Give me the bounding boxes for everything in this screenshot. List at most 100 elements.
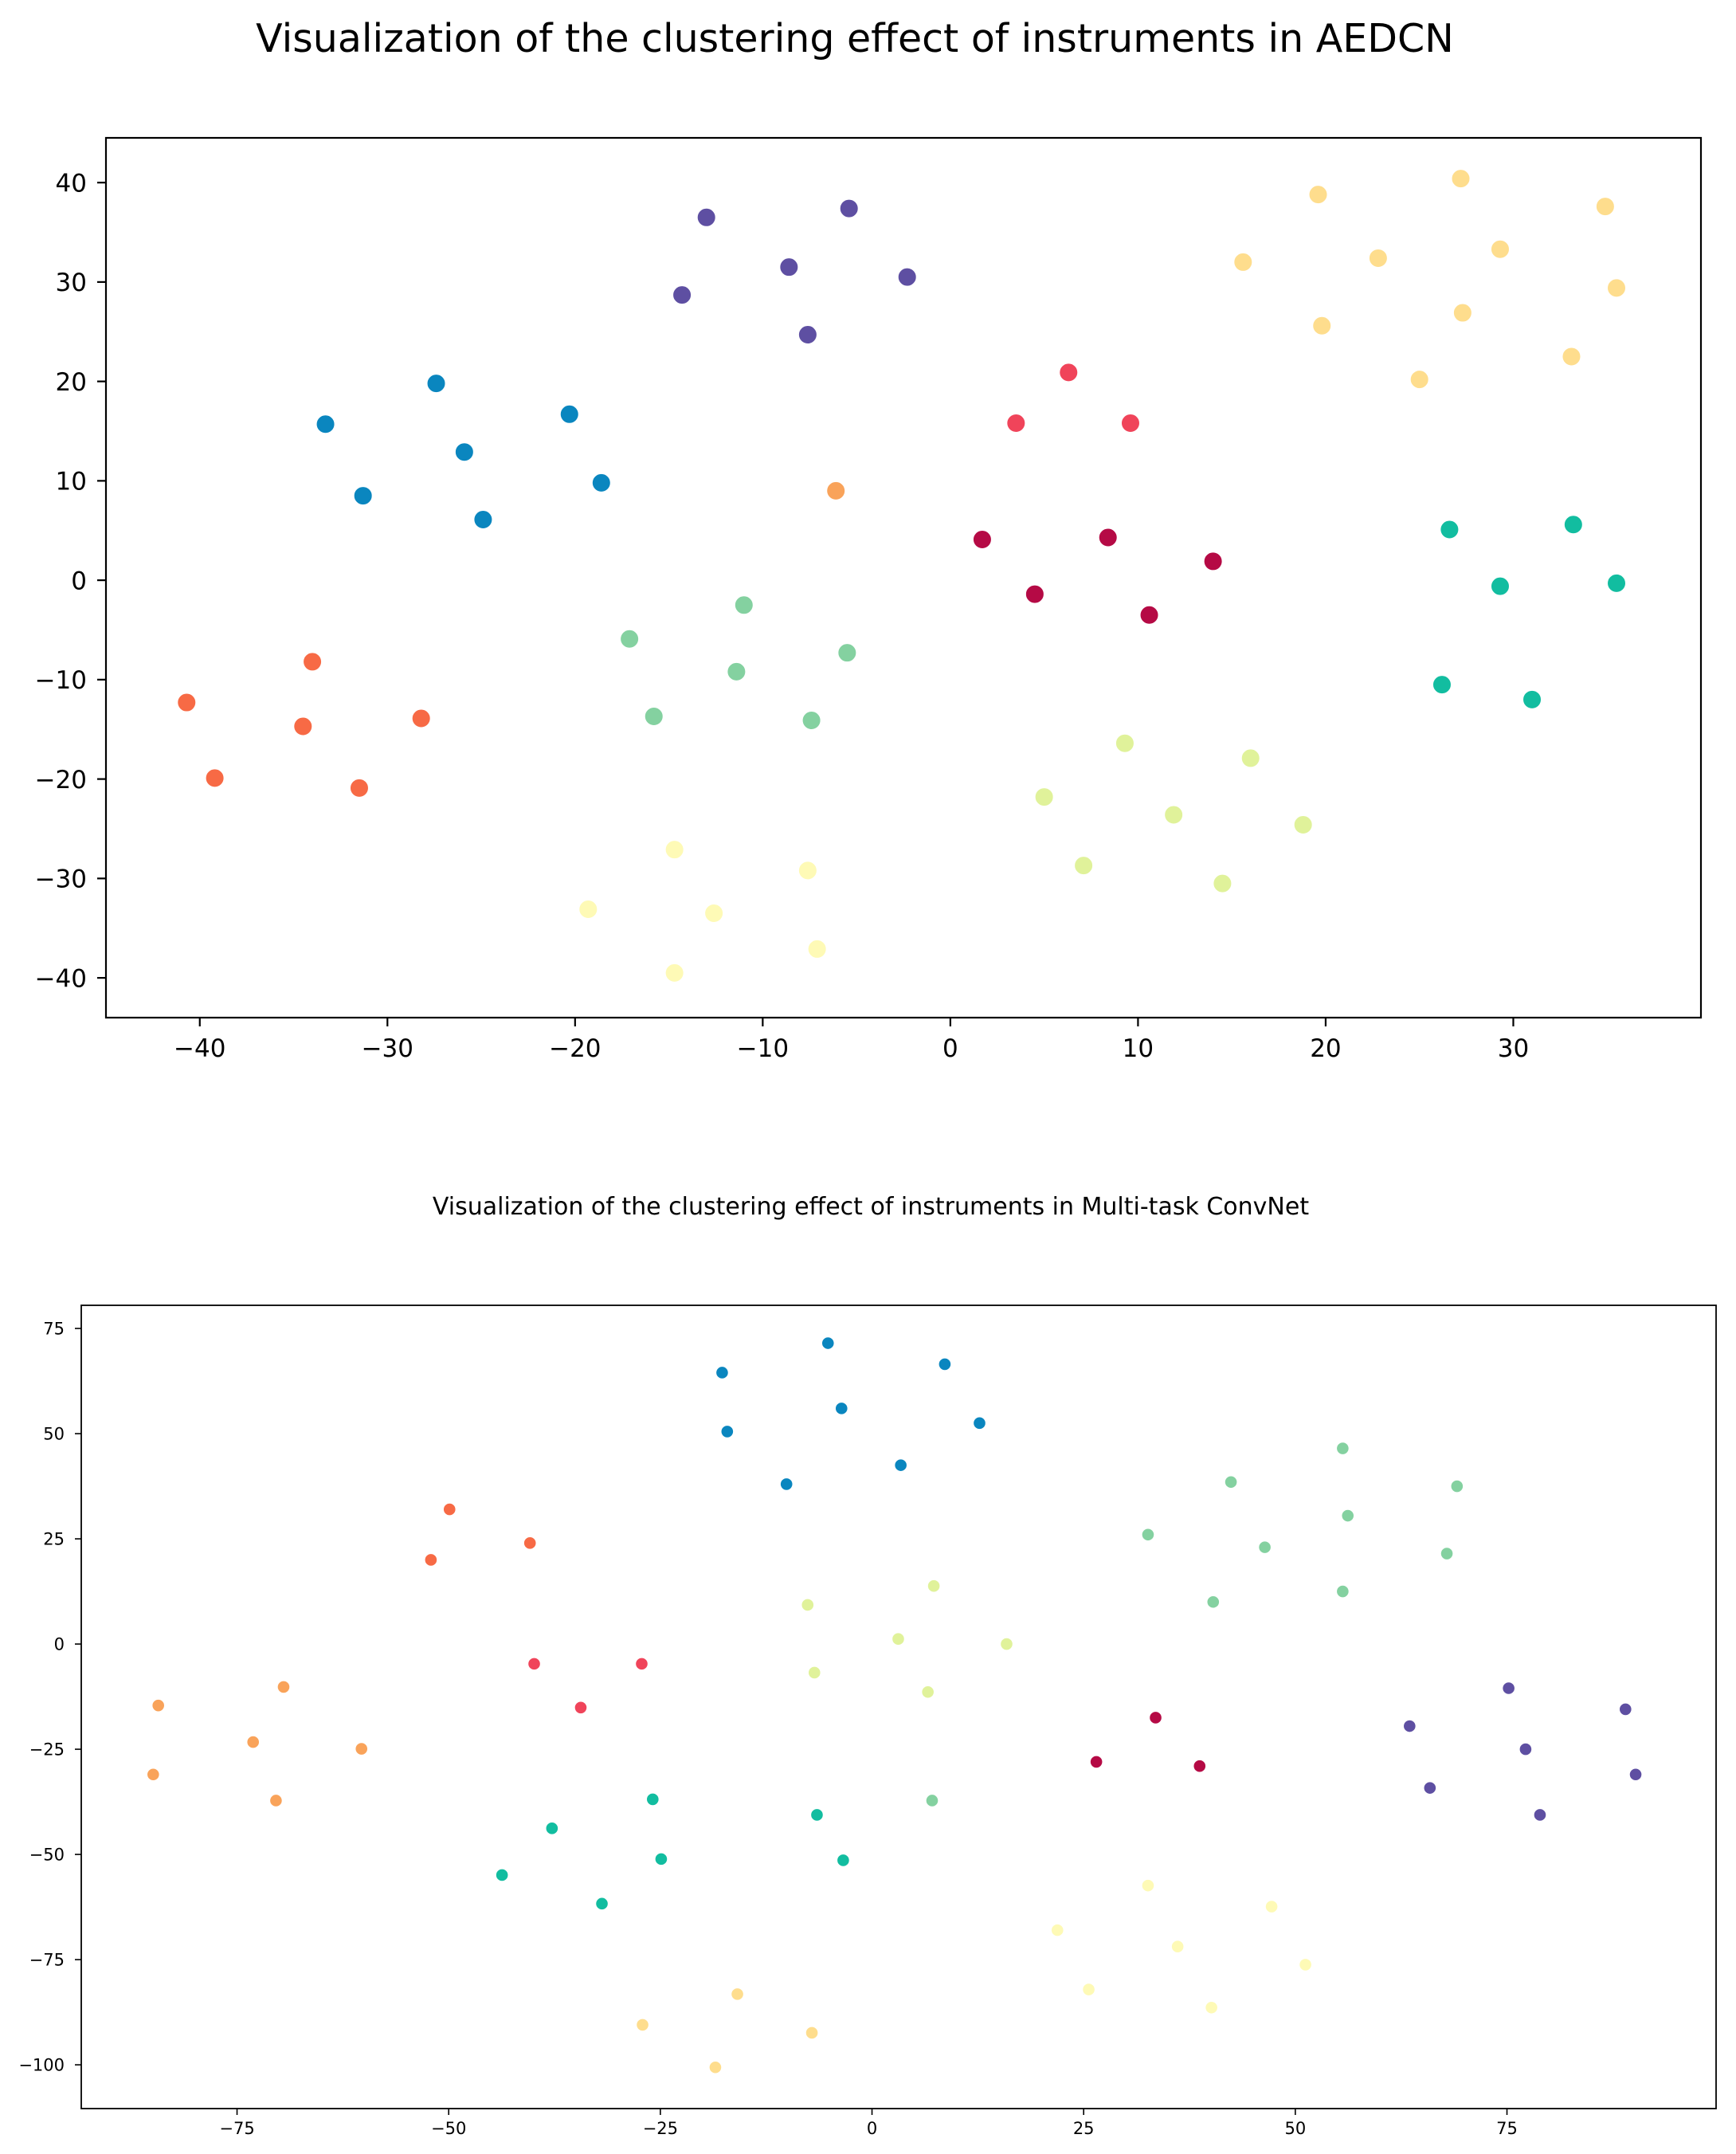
series-cluster-7	[925, 1442, 1464, 1807]
y-tick-label: −100	[18, 2056, 65, 2075]
data-point	[797, 860, 818, 881]
series-cluster-8	[495, 1792, 850, 1911]
data-point	[921, 1685, 935, 1699]
data-point	[797, 324, 818, 345]
data-point	[495, 1868, 509, 1882]
data-point	[664, 839, 685, 861]
data-point	[938, 1357, 952, 1371]
data-point	[1431, 674, 1452, 696]
data-point	[1082, 1983, 1095, 1996]
data-point	[1533, 1808, 1547, 1822]
y-tick-label: −50	[29, 1846, 65, 1865]
data-point	[1409, 369, 1430, 390]
data-point	[1292, 814, 1314, 835]
x-tick-label: −75	[219, 2119, 254, 2138]
series-cluster-3	[147, 1680, 369, 1807]
data-point	[1163, 804, 1185, 826]
series-cluster-1	[715, 1336, 986, 1491]
y-tick-label: −10	[35, 666, 87, 695]
series-cluster-4	[424, 1502, 537, 1567]
data-point	[1205, 2000, 1218, 2015]
series-cluster-9	[1431, 514, 1628, 710]
y-tick-label: 30	[56, 269, 87, 297]
data-point	[424, 1553, 438, 1567]
data-point	[1089, 1755, 1103, 1769]
data-point	[1606, 277, 1628, 299]
data-point	[834, 1402, 848, 1415]
data-point	[151, 1698, 166, 1713]
series-cluster-9	[801, 1579, 1013, 1699]
data-point	[1502, 1681, 1515, 1695]
data-point	[810, 1808, 824, 1822]
axes-frame	[104, 136, 1703, 1019]
data-point	[1258, 1540, 1272, 1554]
y-tick-label: 0	[54, 1635, 65, 1654]
y-tick-label: −25	[29, 1740, 65, 1760]
data-point	[1138, 604, 1160, 626]
data-point	[1336, 1442, 1350, 1455]
data-point	[1114, 732, 1135, 754]
data-point	[837, 642, 858, 664]
data-point	[807, 1666, 821, 1680]
data-point	[545, 1822, 559, 1835]
data-point	[1240, 747, 1261, 769]
x-tick-label: 25	[1073, 2119, 1095, 2138]
data-point	[1119, 413, 1141, 434]
data-point	[733, 594, 754, 616]
data-point	[176, 692, 198, 713]
data-point	[720, 1425, 735, 1438]
y-tick-label: 10	[56, 468, 87, 496]
x-tick-label: 30	[1498, 1034, 1529, 1063]
data-point	[801, 710, 822, 732]
data-point	[1519, 1742, 1533, 1756]
data-point	[1097, 527, 1119, 548]
data-point	[1594, 196, 1616, 218]
data-point	[1299, 1958, 1312, 1972]
data-point	[801, 1598, 815, 1612]
series-cluster-10	[1033, 732, 1314, 894]
x-tick-label: −30	[362, 1034, 413, 1063]
data-point	[778, 257, 800, 278]
x-tick-label: 0	[867, 2119, 877, 2138]
data-point	[892, 1632, 905, 1646]
data-point	[1606, 572, 1628, 594]
multitask-convnet-plot-area: −75 −50 −25 0 25 50 75 −100 −75 −50 −25 0 25 50 75	[18, 1305, 1717, 2138]
x-tick-label: −25	[643, 2119, 678, 2138]
data-point	[1141, 1878, 1155, 1893]
data-point	[1193, 1759, 1207, 1773]
multitask-convnet-chart-title: Visualization of the clustering effect o…	[433, 1193, 1309, 1221]
data-point	[726, 661, 747, 682]
x-tick-label: 75	[1496, 2119, 1518, 2138]
data-point	[292, 716, 314, 737]
data-point	[1450, 168, 1471, 190]
data-point	[1005, 413, 1027, 434]
data-point	[355, 1742, 369, 1756]
x-tick-label: 0	[942, 1034, 958, 1063]
data-point	[1341, 1509, 1355, 1523]
series-cluster-2	[672, 198, 918, 345]
series-cluster-3	[1232, 168, 1628, 390]
data-point	[1489, 575, 1511, 597]
data-point	[1212, 873, 1233, 894]
y-tick-label: 25	[43, 1530, 65, 1549]
data-point	[654, 1852, 668, 1866]
x-tick-label: 20	[1310, 1034, 1341, 1063]
data-point	[1423, 1781, 1437, 1795]
x-tick-label: −10	[737, 1034, 789, 1063]
x-tick-label: −40	[174, 1034, 225, 1063]
data-point	[1058, 362, 1080, 383]
multitask-convnet-chart: Visualization of the clustering effect o…	[18, 1193, 1717, 2138]
data-point	[276, 1680, 291, 1694]
data-point	[1141, 1528, 1155, 1542]
data-point	[1073, 855, 1095, 877]
data-point	[703, 903, 725, 924]
data-point	[574, 1701, 588, 1715]
data-point	[645, 1792, 660, 1807]
x-tick-label: 10	[1123, 1034, 1154, 1063]
axes-frame	[80, 1305, 1717, 2109]
data-point	[672, 284, 693, 306]
data-point	[896, 266, 918, 288]
data-point	[595, 1897, 609, 1911]
data-point	[696, 206, 717, 228]
x-tick-label: −20	[549, 1034, 601, 1063]
